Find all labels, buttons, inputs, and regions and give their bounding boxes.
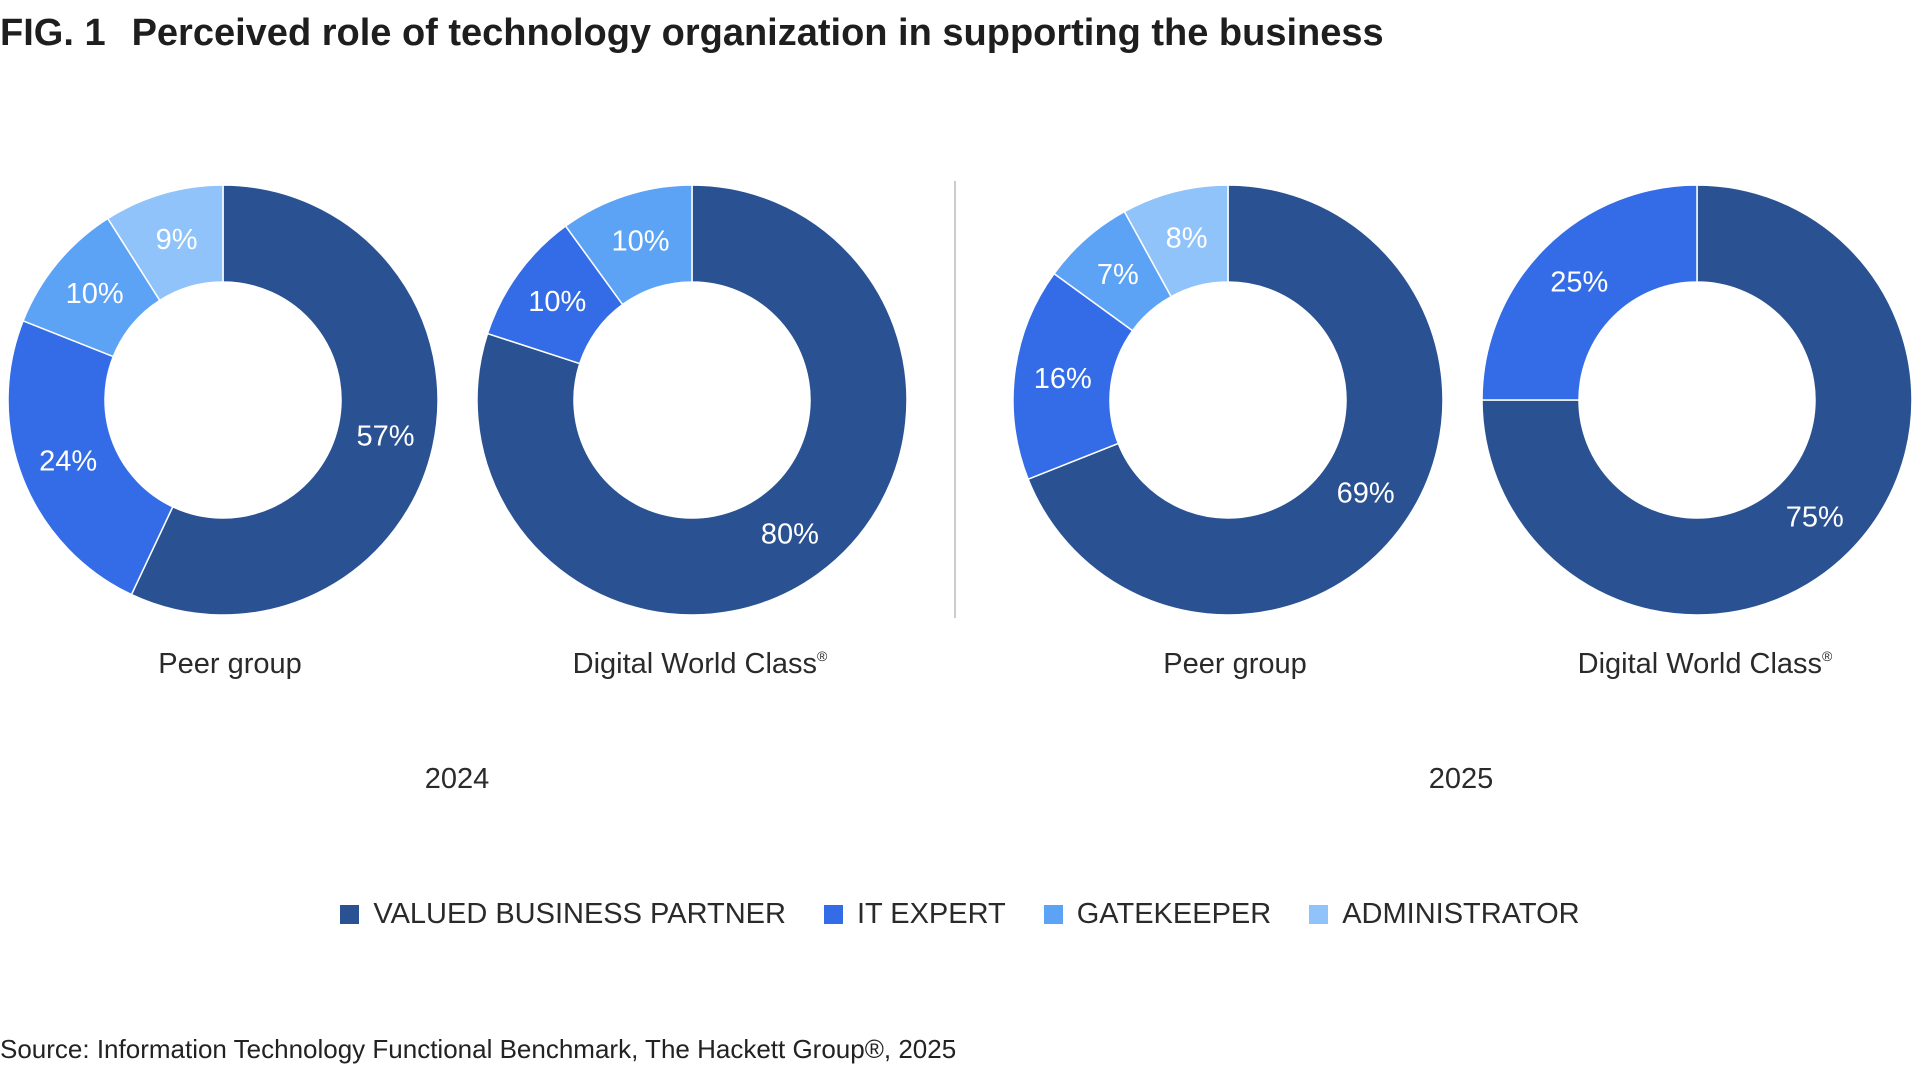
data-label: 10%: [66, 278, 124, 310]
data-label: 69%: [1337, 478, 1395, 510]
figure-number: FIG. 1: [0, 12, 106, 54]
legend-swatch: [1309, 905, 1329, 924]
legend-item: IT EXPERT: [823, 898, 1006, 931]
data-label: 10%: [528, 286, 586, 318]
legend: VALUED BUSINESS PARTNER IT EXPERT GATEKEEP…: [0, 898, 1920, 931]
donut-segment-administrator: [106, 184, 224, 302]
legend-swatch: [823, 905, 843, 924]
data-label: 10%: [612, 226, 670, 258]
title-text: Perceived role of technology organizatio…: [131, 12, 1384, 54]
donut-segment-valued-business-partner: [476, 184, 908, 616]
year-label: 2024: [425, 763, 490, 795]
data-label: 16%: [1034, 363, 1092, 395]
data-label: 57%: [356, 420, 414, 452]
legend-item: GATEKEEPER: [1043, 898, 1272, 931]
chart-label: Digital World Class®: [573, 648, 828, 680]
chart-label: Peer group: [1163, 648, 1307, 680]
legend-label: GATEKEEPER: [1076, 898, 1272, 930]
data-label: 80%: [761, 519, 819, 551]
legend-label: VALUED BUSINESS PARTNER: [373, 898, 786, 930]
data-label: 9%: [156, 224, 198, 256]
legend-label: ADMINISTRATOR: [1342, 898, 1580, 930]
data-label: 75%: [1786, 502, 1844, 534]
legend-label: IT EXPERT: [856, 898, 1006, 930]
data-label: 7%: [1097, 259, 1139, 291]
data-label: 25%: [1550, 266, 1608, 298]
donut-segment-gatekeeper: [564, 184, 693, 306]
legend-item: VALUED BUSINESS PARTNER: [340, 898, 786, 931]
donut-segment-it-expert: [1481, 184, 1698, 401]
legend-item: ADMINISTRATOR: [1309, 898, 1580, 931]
legend-swatch: [340, 905, 360, 924]
donut-segment-valued-business-partner: [1027, 184, 1444, 616]
legend-swatch: [1043, 905, 1063, 924]
donut-segment-it-expert: [7, 319, 174, 596]
donut-segment-valued-business-partner: [1481, 184, 1913, 616]
data-label: 8%: [1166, 223, 1208, 255]
year-label: 2025: [1429, 763, 1494, 795]
chart-label: Digital World Class®: [1578, 648, 1833, 680]
data-label: 24%: [39, 445, 97, 477]
source-note: Source: Information Technology Functiona…: [0, 1034, 957, 1064]
chart-label: Peer group: [158, 648, 302, 680]
donut-segment-valued-business-partner: [130, 184, 439, 616]
donut-segment-administrator: [1123, 184, 1229, 298]
chart-title: FIG. 1 Perceived role of technology organ…: [0, 12, 1384, 55]
